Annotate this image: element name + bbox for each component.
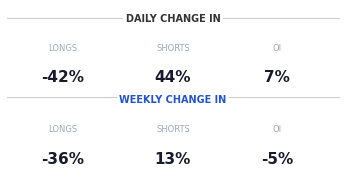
Text: LONGS: LONGS (48, 125, 77, 134)
Text: DAILY CHANGE IN: DAILY CHANGE IN (126, 14, 220, 24)
Text: 44%: 44% (155, 70, 191, 85)
Text: LONGS: LONGS (48, 44, 77, 53)
Text: SHORTS: SHORTS (156, 125, 190, 134)
Text: -5%: -5% (261, 152, 293, 167)
Text: 7%: 7% (264, 70, 290, 85)
Text: 13%: 13% (155, 152, 191, 167)
Text: OI: OI (272, 44, 281, 53)
Text: -36%: -36% (41, 152, 84, 167)
Text: OI: OI (272, 125, 281, 134)
Text: SHORTS: SHORTS (156, 44, 190, 53)
Text: WEEKLY CHANGE IN: WEEKLY CHANGE IN (119, 95, 227, 105)
Text: -42%: -42% (41, 70, 84, 85)
